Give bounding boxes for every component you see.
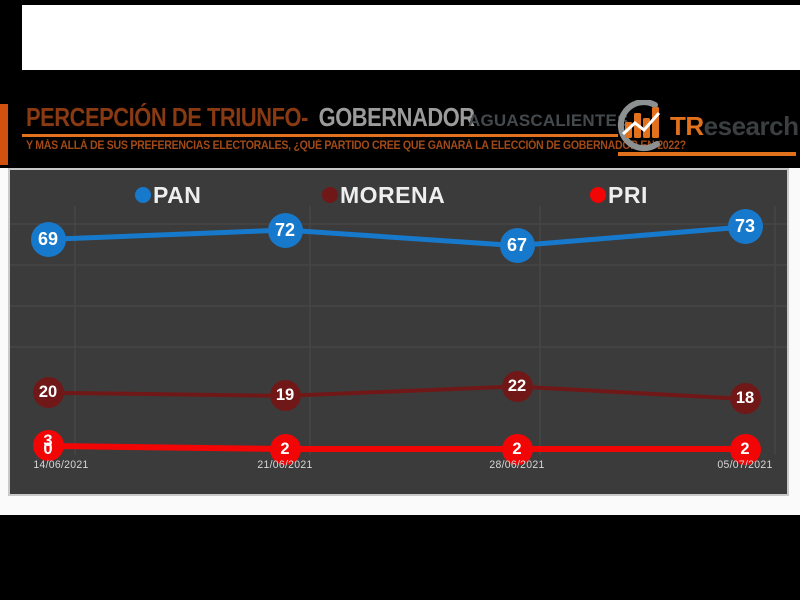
series-line-pan: [47, 224, 746, 249]
brand-prefix: TR: [670, 110, 704, 141]
data-point-pan: 69: [30, 221, 66, 257]
data-point-label: 18: [735, 389, 755, 408]
header-accent-bar: [0, 104, 8, 165]
data-point-pri: 2: [269, 433, 301, 465]
legend-label: MORENA: [340, 181, 446, 208]
page-title: PERCEPCIÓN DE TRIUNFO- GOBERNADOR: [26, 102, 475, 133]
x-axis-label: 14/06/2021: [33, 459, 89, 471]
data-point-label: 22: [507, 376, 527, 395]
data-point-label: 2: [280, 439, 290, 458]
data-point-label: 19: [275, 386, 295, 405]
logo-underline: [618, 152, 796, 156]
bar-chart-logo-icon: [617, 100, 661, 152]
legend-item-pan: PAN: [135, 180, 201, 210]
data-point-morena: 19: [269, 380, 301, 412]
chart-area: PAN MORENA PRI 69 72 67 73 20 19 22 18 3 0 2 2 2 14/06/2…: [10, 170, 787, 494]
series-line-morena: [47, 384, 746, 401]
data-point-pan: 72: [267, 212, 303, 248]
x-axis-label: 05/07/2021: [717, 459, 773, 471]
header: [0, 0, 800, 70]
legend-item-morena: MORENA: [322, 180, 445, 210]
chart-panel: PAN MORENA PRI 69 72 67 73 20 19 22 18 3 0 2 2 2 14/06/2…: [8, 168, 789, 496]
data-point-label: 69: [37, 228, 59, 249]
legend-dot-icon: [590, 187, 606, 203]
series-line-pri: [47, 442, 745, 453]
data-point-pri: 2: [729, 433, 761, 465]
legend-dot-icon: [322, 187, 338, 203]
data-point-pan: 73: [727, 209, 763, 245]
data-point-label: 20: [38, 383, 58, 402]
header-background: [22, 5, 800, 70]
tresearch-logo: TResearch: [608, 100, 800, 152]
page-title-main: PERCEPCIÓN DE TRIUNFO-: [26, 102, 308, 132]
data-point-morena: 20: [32, 377, 64, 409]
title-underline: [22, 134, 618, 137]
data-point-overlap-label: 0: [43, 439, 53, 458]
region-label: AGUASCALIENTES: [468, 111, 629, 130]
data-point-label: 67: [506, 235, 528, 256]
legend-dot-icon: [135, 187, 151, 203]
x-axis-label: 21/06/2021: [257, 459, 313, 471]
chart-lines: [10, 206, 787, 455]
bottom-black-bar: [0, 515, 800, 600]
brand-text: TResearch: [670, 110, 799, 142]
data-point-label: 72: [274, 219, 296, 240]
data-point-label: 73: [734, 216, 756, 237]
data-point-pri: 2: [501, 433, 533, 465]
data-point-pan: 67: [499, 228, 535, 264]
data-point-morena: 22: [501, 370, 533, 402]
data-point-label: 2: [740, 439, 750, 458]
data-point-label: 2: [512, 439, 522, 458]
data-point-morena: 18: [729, 383, 761, 415]
subtitle: Y MÁS ALLÁ DE SUS PREFERENCIAS ELECTORAL…: [26, 140, 686, 152]
page-title-secondary: GOBERNADOR: [318, 102, 475, 132]
legend-item-pri: PRI: [590, 180, 648, 210]
legend-label: PAN: [153, 181, 202, 208]
brand-suffix: esearch: [703, 110, 799, 141]
legend-label: PRI: [608, 181, 648, 208]
x-axis-label: 28/06/2021: [489, 459, 545, 471]
data-point-label: 3: [43, 431, 53, 450]
